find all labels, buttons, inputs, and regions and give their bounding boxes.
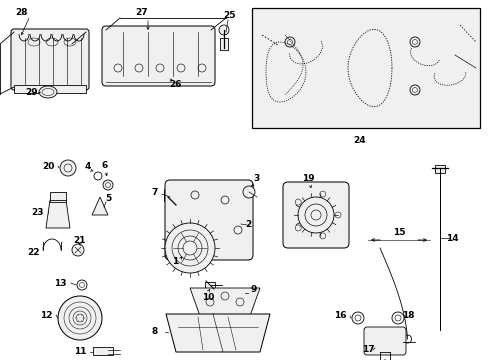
- FancyBboxPatch shape: [283, 182, 348, 248]
- Polygon shape: [92, 197, 108, 215]
- Circle shape: [60, 160, 76, 176]
- Bar: [14, 85, 86, 93]
- Text: 22: 22: [27, 248, 39, 257]
- Bar: [220, 38, 227, 50]
- Text: 25: 25: [224, 10, 236, 19]
- Text: 15: 15: [392, 228, 405, 237]
- Text: 26: 26: [168, 80, 181, 89]
- FancyBboxPatch shape: [363, 327, 405, 355]
- Text: 3: 3: [252, 174, 259, 183]
- Text: 17: 17: [361, 346, 373, 355]
- Text: 9: 9: [250, 285, 257, 294]
- Ellipse shape: [39, 86, 57, 98]
- Polygon shape: [46, 200, 70, 228]
- Text: 27: 27: [135, 8, 148, 17]
- Bar: [93, 347, 113, 355]
- Text: 18: 18: [401, 311, 413, 320]
- Text: 19: 19: [301, 174, 314, 183]
- Text: 11: 11: [74, 347, 86, 356]
- Circle shape: [72, 244, 84, 256]
- Circle shape: [103, 180, 113, 190]
- Text: 28: 28: [16, 8, 28, 17]
- Bar: [163, 189, 172, 201]
- FancyBboxPatch shape: [164, 180, 252, 260]
- Text: 20: 20: [42, 162, 54, 171]
- Text: 8: 8: [152, 328, 158, 337]
- FancyBboxPatch shape: [102, 26, 215, 86]
- Text: 10: 10: [202, 293, 214, 302]
- Bar: [251, 8, 479, 128]
- Text: 5: 5: [104, 194, 111, 202]
- Circle shape: [219, 25, 228, 35]
- Text: 29: 29: [26, 87, 38, 96]
- Text: 14: 14: [445, 234, 457, 243]
- Text: 13: 13: [54, 279, 66, 288]
- Text: 16: 16: [333, 311, 346, 320]
- FancyBboxPatch shape: [11, 29, 89, 90]
- Bar: [434, 165, 444, 173]
- Bar: [50, 192, 66, 202]
- Circle shape: [58, 296, 102, 340]
- Circle shape: [243, 186, 254, 198]
- Circle shape: [164, 223, 215, 273]
- Text: 4: 4: [84, 162, 91, 171]
- Text: 6: 6: [102, 161, 108, 170]
- Text: 12: 12: [40, 310, 52, 320]
- Text: 2: 2: [244, 220, 251, 229]
- Polygon shape: [165, 314, 269, 352]
- Text: 21: 21: [74, 235, 86, 244]
- Polygon shape: [190, 288, 260, 316]
- Bar: [204, 282, 215, 288]
- Text: 24: 24: [353, 135, 366, 144]
- Text: 1: 1: [171, 257, 178, 266]
- Text: 7: 7: [151, 188, 158, 197]
- Text: 23: 23: [32, 207, 44, 216]
